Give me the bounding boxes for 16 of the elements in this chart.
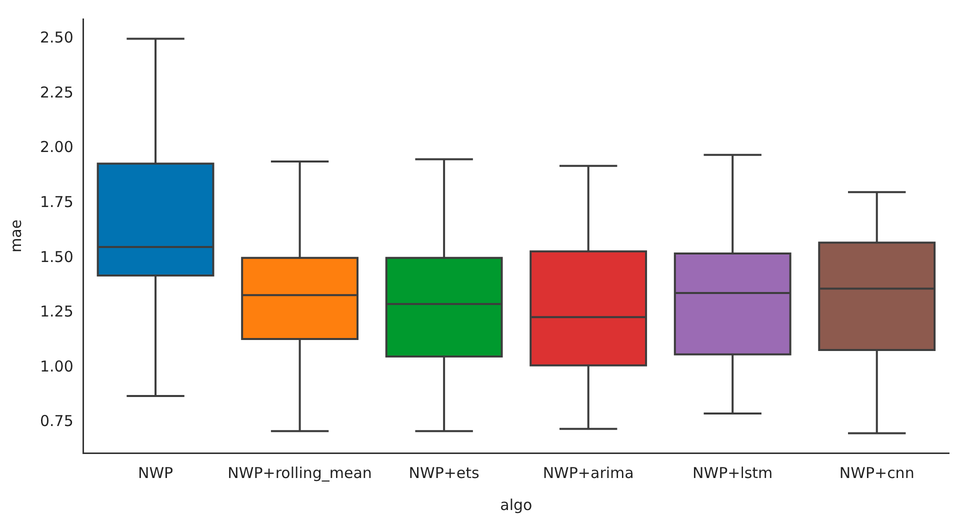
x-tick-label: NWP [138,464,174,482]
x-tick-label: NWP+lstm [692,464,773,482]
x-tick-label: NWP+arima [542,464,634,482]
y-tick-label: 1.75 [40,193,74,212]
y-tick-label: 1.50 [40,248,74,266]
x-tick-label: NWP+rolling_mean [228,464,372,482]
x-tick-label: NWP+ets [408,464,480,482]
y-tick-label: 2.25 [40,83,74,102]
y-axis-title: mae [6,219,25,253]
y-tick-label: 1.00 [40,357,74,376]
y-tick-label: 1.25 [40,302,74,321]
y-tick-label: 2.50 [40,28,74,47]
x-tick-label: NWP+cnn [839,464,914,482]
y-tick-label: 2.00 [40,138,74,156]
y-tick-label: 0.75 [40,412,74,430]
x-axis-title: algo [500,496,532,514]
